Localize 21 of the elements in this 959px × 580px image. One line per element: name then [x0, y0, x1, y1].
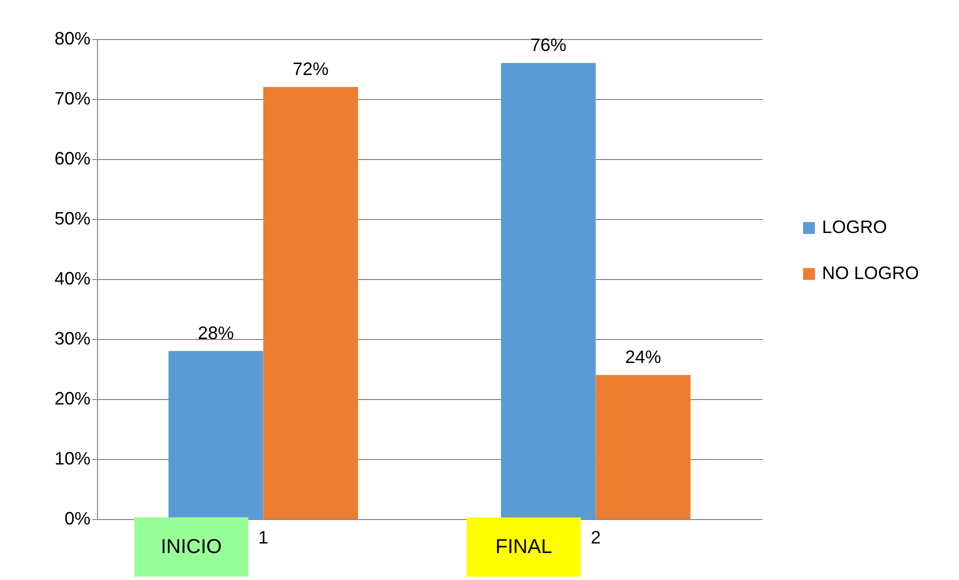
y-tick-label: 80%	[54, 28, 90, 48]
text: INICIO	[160, 536, 222, 558]
y-tick-label: 0%	[64, 508, 90, 528]
bar	[596, 375, 691, 519]
y-tick-label: 40%	[54, 268, 90, 288]
y-tick-label: 70%	[54, 88, 90, 108]
text: FINAL	[495, 536, 552, 558]
data-label: 72%	[292, 59, 329, 79]
y-tick-label: 50%	[54, 208, 90, 228]
y-tick-label: 60%	[54, 148, 90, 168]
data-label: 28%	[198, 323, 234, 343]
y-tick-label: 10%	[54, 448, 90, 468]
data-label: 76%	[530, 35, 566, 55]
y-tick-label: 20%	[54, 388, 90, 408]
legend-label: NO LOGRO	[822, 263, 920, 283]
x-tick-label: 1	[258, 528, 268, 548]
legend-label: LOGRO	[822, 217, 888, 237]
y-tick-label: 30%	[54, 328, 90, 348]
data-label: 24%	[625, 347, 662, 367]
bar	[263, 87, 358, 519]
x-tick-label: 2	[590, 528, 601, 548]
